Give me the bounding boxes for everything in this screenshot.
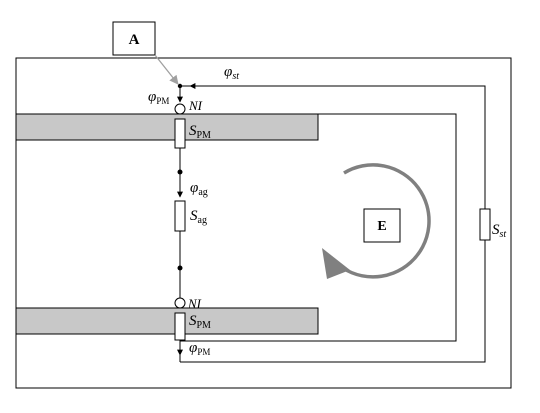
ni-circle-top [174, 103, 186, 115]
stator-outer-frame [15, 57, 512, 389]
s-pm-resistor-top [174, 118, 186, 149]
s-st-label: Sst [492, 222, 506, 240]
ni-circle-bottom [174, 297, 186, 309]
ni-top-label: NI [188, 98, 203, 113]
core-bar-bottom [15, 307, 319, 335]
s-st-resistor [479, 208, 491, 241]
s-ag-resistor [174, 200, 186, 232]
box-a [112, 21, 156, 56]
circulation-arrowhead [322, 248, 350, 279]
s-pm-resistor-bottom [174, 312, 186, 341]
core-bar-top [15, 113, 319, 141]
s-pm-top-label: SPM [189, 123, 211, 141]
ni-bottom-label: NI [187, 296, 202, 311]
node-dot-top [177, 83, 183, 89]
s-ag-label: Sag [190, 208, 207, 226]
circulation-arc [333, 163, 431, 279]
box-e [363, 208, 401, 243]
box-a-label: A [129, 32, 140, 48]
phi-ag-label: φag [190, 180, 208, 198]
box-a-leader [154, 54, 179, 85]
phi-pm-bottom-label: φPM [189, 340, 210, 357]
box-e-label: E [377, 219, 386, 234]
s-pm-bottom-label: SPM [189, 313, 211, 331]
inner-return-path [180, 113, 457, 342]
phi-pm-top-label: φPM [148, 89, 169, 106]
phi-st-label: φst [224, 64, 239, 82]
